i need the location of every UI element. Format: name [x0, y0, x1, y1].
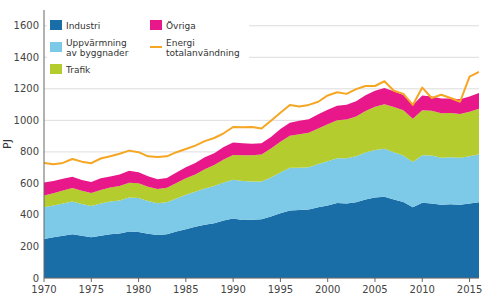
y-axis-label: PJ: [1, 139, 14, 149]
x-tick-label: 1995: [268, 284, 293, 295]
x-tick-label: 1985: [173, 284, 198, 295]
x-tick: [91, 278, 92, 282]
text-line: Övriga: [166, 21, 196, 31]
grid-line: [44, 278, 479, 279]
x-tick: [422, 278, 423, 282]
text-line: totalanvändning: [166, 48, 240, 58]
y-tick-label: 600: [20, 178, 39, 189]
y-tick-label: 800: [20, 146, 39, 157]
x-tick: [280, 278, 281, 282]
x-axis-line: [44, 278, 479, 279]
x-tick-label: 2005: [362, 284, 387, 295]
x-tick-label: 2015: [457, 284, 482, 295]
text-line: Trafik: [65, 65, 91, 75]
y-tick-label: 1000: [14, 115, 39, 126]
legend-swatch: [50, 64, 62, 74]
legend-swatch: [150, 20, 162, 30]
text-line: Energi: [166, 38, 195, 48]
text-line: Uppvärmning: [66, 38, 127, 48]
grid-line: [44, 88, 479, 89]
y-tick-label: 1600: [14, 20, 39, 31]
x-tick-label: 2000: [315, 284, 340, 295]
text-line: av byggnader: [66, 48, 129, 58]
chart: 0 200 400 600 800 1000 1200 1400 1600 1970 1975 198…: [0, 0, 491, 302]
legend-label: Energitotalanvändning: [166, 38, 240, 58]
x-tick: [185, 278, 186, 282]
x-tick-label: 1990: [220, 284, 245, 295]
line: [44, 72, 479, 164]
legend: Industri Uppvärmningav byggnader Trafik Övr…: [47, 12, 249, 82]
x-tick: [233, 278, 234, 282]
legend-swatch: [150, 46, 162, 48]
plot-area: [44, 72, 479, 278]
legend-label: Övriga: [166, 21, 196, 31]
y-tick-label: 400: [20, 209, 39, 220]
x-tick: [327, 278, 328, 282]
legend-background: [47, 12, 249, 82]
x-tick: [44, 278, 45, 282]
legend-swatch: [50, 20, 62, 30]
legend-label: Trafik: [65, 65, 91, 75]
y-tick-label: 1400: [14, 52, 39, 63]
x-tick-label: 2010: [410, 284, 435, 295]
legend-swatch: [50, 42, 62, 52]
x-tick-label: 1970: [31, 284, 56, 295]
x-tick: [138, 278, 139, 282]
legend-label: Uppvärmningav byggnader: [66, 38, 129, 58]
y-axis-line: [44, 10, 45, 278]
text-line: Industri: [66, 21, 100, 31]
x-tick: [374, 278, 375, 282]
y-tick-label: 0: [33, 273, 39, 284]
y-tick-label: 1200: [14, 83, 39, 94]
y-tick-label: 200: [20, 241, 39, 252]
x-tick: [469, 278, 470, 282]
x-tick-label: 1975: [79, 284, 104, 295]
legend-label: Industri: [66, 21, 100, 31]
x-tick-label: 1980: [126, 284, 151, 295]
